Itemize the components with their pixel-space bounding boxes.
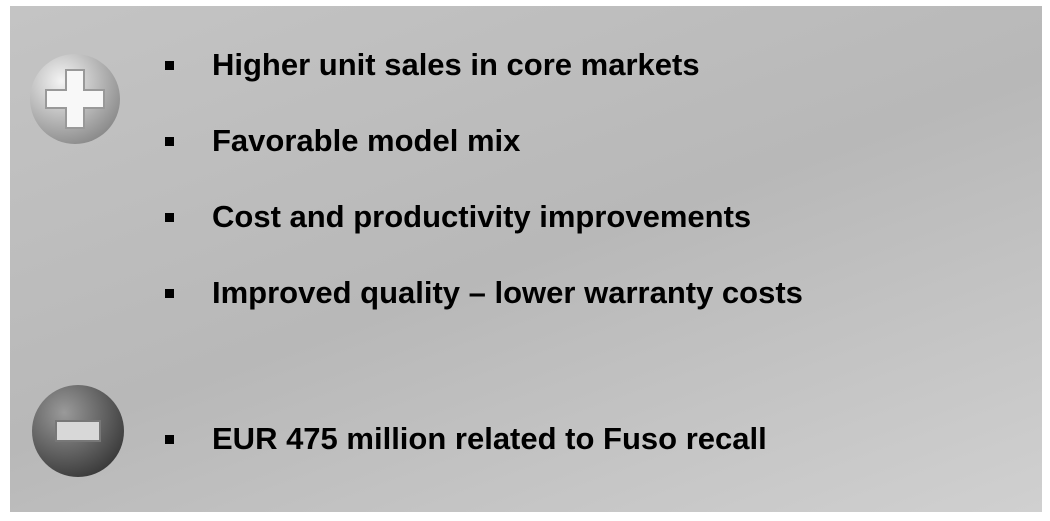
bullet (165, 289, 174, 298)
minus-icon (32, 385, 124, 477)
bullet-text: Favorable model mix (212, 123, 521, 158)
bullet-text: Cost and productivity improvements (212, 199, 752, 234)
bullet (165, 435, 174, 444)
bullet (165, 61, 174, 70)
bullet-text: EUR 475 million related to Fuso recall (212, 421, 767, 456)
bullet-text: Improved quality – lower warranty costs (212, 275, 803, 310)
bullet-text: Higher unit sales in core markets (212, 47, 700, 82)
bullet (165, 137, 174, 146)
bullet (165, 213, 174, 222)
panel (10, 6, 1042, 512)
plus-icon (30, 54, 120, 144)
